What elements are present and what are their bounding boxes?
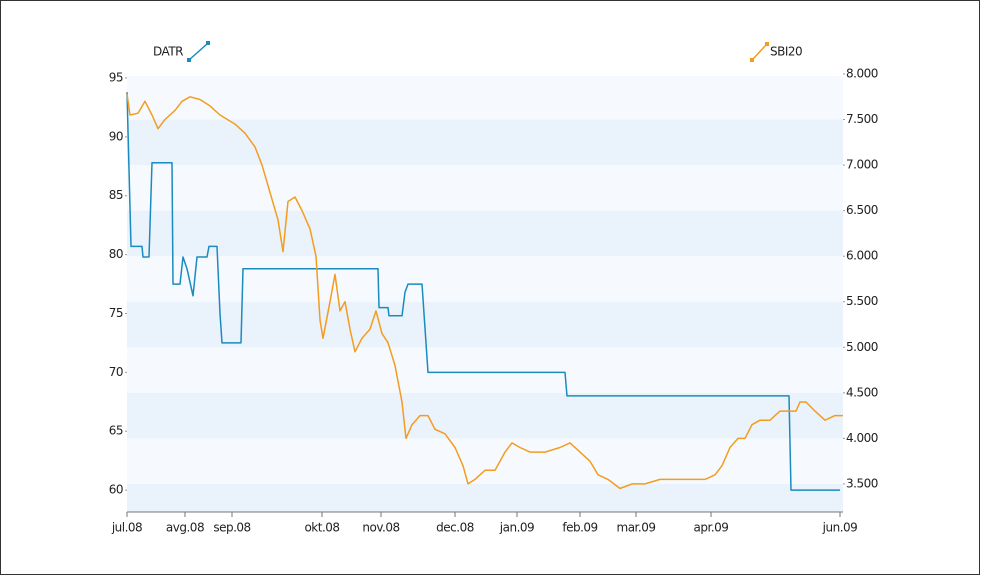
y2-tick-label: 7.500: [846, 112, 878, 126]
x-tick-label: avg.08: [166, 521, 204, 535]
y-tick-label: 60: [109, 483, 123, 497]
y2-tick-label: 6.500: [846, 203, 878, 217]
y-tick-label: 75: [109, 306, 123, 320]
legend-icon: [206, 41, 210, 45]
plot-band: [127, 210, 843, 257]
y-tick-label: 95: [109, 71, 123, 85]
plot-band: [127, 301, 843, 348]
y2-tick-label: 7.000: [846, 158, 878, 172]
y2-tick-label: 3.500: [846, 476, 878, 490]
y2-tick-label: 6.000: [846, 249, 878, 263]
plot-band: [127, 256, 843, 302]
y-tick-label: 85: [109, 188, 123, 202]
y-tick-label: 80: [109, 247, 123, 261]
x-tick-label: okt.08: [304, 521, 339, 535]
series-line: [126, 92, 840, 491]
x-tick-label: feb.09: [562, 521, 597, 535]
series-line: [126, 93, 843, 490]
plot-band: [127, 392, 843, 439]
x-tick-label: jul.08: [111, 521, 142, 535]
x-tick-label: jan.09: [499, 521, 534, 535]
y2-tick-label: 4.500: [846, 385, 878, 399]
legend-label: SBI20: [770, 45, 802, 59]
plot-band: [127, 347, 843, 393]
x-tick-label: jun.09: [822, 521, 858, 535]
plot-band: [127, 438, 843, 484]
x-tick-label: sep.08: [213, 521, 250, 535]
legend-icon: [750, 58, 754, 62]
y2-tick-label: 5.000: [846, 340, 878, 354]
legend-icon: [188, 43, 208, 61]
plot-band: [127, 76, 843, 120]
x-tick-label: nov.08: [362, 521, 399, 535]
x-tick-label: apr.09: [694, 521, 729, 535]
plot-band: [127, 119, 843, 166]
y2-tick-label: 4.000: [846, 431, 878, 445]
y2-tick-label: 5.500: [846, 294, 878, 308]
legend-label: DATR: [153, 45, 183, 59]
y2-tick-label: 8.000: [846, 66, 878, 80]
legend-icon: [765, 42, 769, 46]
x-tick-label: mar.09: [617, 521, 656, 535]
y-tick-label: 65: [109, 424, 123, 438]
x-tick-label: dec.08: [436, 521, 474, 535]
y-tick-label: 90: [109, 129, 123, 143]
plot-band: [127, 483, 843, 512]
y-tick-label: 70: [109, 365, 123, 379]
legend-icon: [187, 58, 191, 62]
legend-icon: [751, 44, 767, 61]
plot-band: [127, 165, 843, 211]
